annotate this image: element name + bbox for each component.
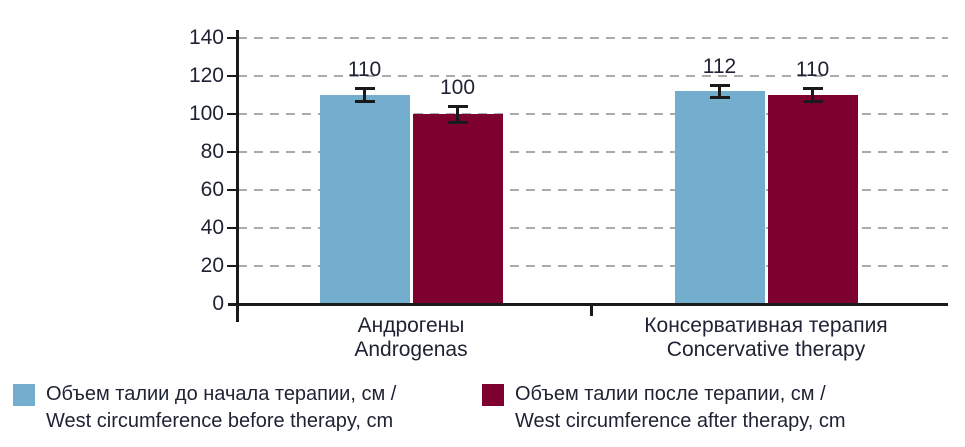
y-tick-label: 0: [212, 292, 224, 315]
category-separator-tick: [590, 304, 593, 316]
y-tick-mark: [227, 189, 238, 191]
gridline: [238, 227, 948, 229]
x-category-label: Андрогены Androgenas: [231, 314, 591, 362]
legend-label-after: Объем талии после терапии, см / West cir…: [515, 381, 845, 435]
gridline: [238, 75, 948, 77]
error-bar-cap-bottom: [447, 120, 468, 124]
y-tick-mark: [227, 113, 238, 115]
x-category-label-ru: Андрогены: [357, 314, 465, 337]
bar-value-label: 100: [439, 75, 476, 99]
plot-area: 110 100 112 110: [238, 37, 948, 304]
y-tick-label: 100: [188, 102, 224, 125]
y-tick-label: 120: [188, 64, 224, 87]
gridline: [238, 189, 948, 191]
legend-item-after: Объем талии после терапии, см / West cir…: [482, 381, 845, 435]
bar-before-therapy: [674, 91, 765, 304]
legend-label-before: Объем талии до начала терапии, см / West…: [46, 381, 396, 435]
bar-after-therapy: [767, 95, 858, 304]
y-tick-mark: [227, 151, 238, 153]
bar-value-label: 112: [702, 54, 737, 78]
bar-before-therapy: [319, 95, 410, 304]
error-bar: [802, 87, 823, 103]
legend-label-after-en: West circumference after therapy, cm: [515, 410, 846, 432]
x-category-label-ru: Консервативная терапия: [644, 314, 888, 337]
x-category-label-en: Androgenas: [354, 338, 468, 361]
error-bar: [354, 87, 375, 103]
gridline: [238, 37, 948, 39]
error-bar: [709, 83, 730, 99]
y-tick-label: 40: [200, 216, 224, 239]
gridline: [238, 151, 948, 153]
bar-value-label: 110: [347, 58, 382, 82]
gridline: [238, 265, 948, 267]
x-category-label: Консервативная терапия Concervative thera…: [586, 314, 946, 362]
error-bar-stem: [363, 87, 366, 103]
y-tick-mark: [227, 227, 238, 229]
y-tick-label: 140: [188, 26, 224, 49]
bar-value-label: 110: [795, 58, 830, 82]
y-tick-label: 80: [200, 140, 224, 163]
error-bar-stem: [811, 87, 814, 103]
y-tick-label: 20: [200, 254, 224, 277]
error-bar: [447, 104, 468, 124]
x-category-label-en: Concervative therapy: [666, 338, 866, 361]
bar-after-therapy: [412, 114, 503, 304]
error-bar-cap-bottom: [709, 95, 730, 99]
error-bar-stem: [456, 104, 459, 124]
x-axis-line: [228, 303, 948, 306]
legend-label-after-ru: Объем талии после терапии, см /: [515, 383, 826, 405]
y-tick-label: 60: [200, 178, 224, 201]
y-tick-mark: [227, 265, 238, 267]
error-bar-cap-bottom: [802, 99, 823, 103]
gridline: [238, 113, 948, 115]
y-tick-mark: [227, 75, 238, 77]
y-axis-line: [236, 30, 239, 322]
legend-item-before: Объем талии до начала терапии, см / West…: [13, 381, 396, 435]
legend-swatch-before: [13, 384, 35, 406]
legend-label-before-ru: Объем талии до начала терапии, см /: [46, 383, 397, 405]
error-bar-cap-bottom: [354, 99, 375, 103]
legend-label-before-en: West circumference before therapy, cm: [46, 410, 394, 432]
error-bar-stem: [718, 83, 721, 99]
legend-swatch-after: [482, 384, 504, 406]
y-tick-mark: [227, 37, 238, 39]
